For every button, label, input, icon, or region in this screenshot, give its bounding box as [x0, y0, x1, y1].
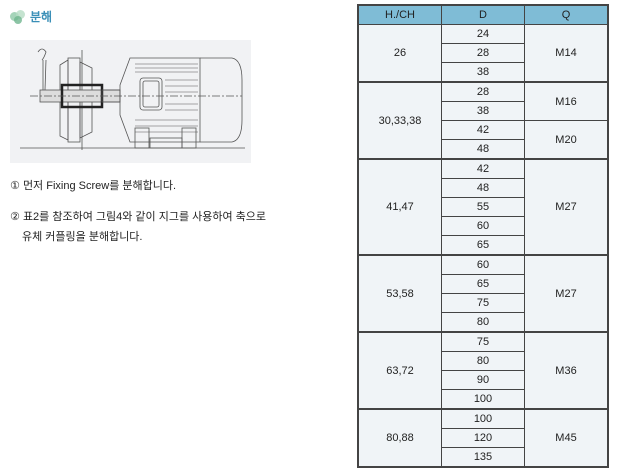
table-row: 48: [358, 178, 608, 198]
cell-d: 135: [441, 447, 525, 468]
section-title: 분해: [30, 10, 53, 24]
step-text: 먼저 Fixing Screw를 분해합니다.: [22, 180, 177, 192]
cell-q: M14: [524, 24, 609, 83]
table-row: 30,33,38 28 M16: [357, 81, 609, 160]
table-row: 135: [358, 447, 608, 468]
leaf-icon: [10, 9, 26, 24]
table-row: 80: [358, 312, 608, 333]
cell-q: M36: [524, 331, 609, 410]
cell-d: 28: [441, 81, 525, 102]
table-row: 80: [358, 351, 608, 371]
table-row: 48: [358, 139, 608, 160]
cell-d: 100: [441, 389, 525, 410]
cell-hch: 30,33,38: [357, 81, 442, 160]
cell-q: M27: [524, 158, 609, 256]
cell-d: 38: [441, 101, 525, 121]
cell-d: 65: [441, 274, 525, 294]
table-row: 75: [358, 293, 608, 313]
cell-hch: 41,47: [357, 158, 442, 256]
table-row: 65: [358, 235, 608, 256]
table-row: 120: [358, 428, 608, 448]
table-row: 63,72 75 M36: [357, 331, 609, 410]
table-row: 65: [358, 274, 608, 294]
table-row: 38: [358, 62, 608, 83]
cell-q: M27: [524, 254, 609, 333]
cell-d: 60: [441, 254, 525, 275]
cell-d: 60: [441, 216, 525, 236]
table-row: 38: [358, 101, 608, 121]
cell-d: 42: [441, 120, 525, 140]
cell-q: M45: [524, 408, 609, 468]
cell-d: 38: [441, 62, 525, 83]
cell-d: 48: [441, 139, 525, 160]
cell-d: 65: [441, 235, 525, 256]
cell-d: 120: [441, 428, 525, 448]
cell-q: M20: [524, 120, 609, 160]
step-marker: ②: [10, 211, 20, 223]
cell-hch: 53,58: [357, 254, 442, 333]
cell-d: 100: [441, 408, 525, 429]
jig-size-table: H./CH D Q 26 24 M14 28 38 30,33,38 28 M16 38 42 M2…: [357, 4, 609, 468]
table-row: 41,47 42 M27: [357, 158, 609, 256]
step-2: ② 표2를 참조하여 그림4와 같이 지그를 사용하여 축으로 유체 커플링을 …: [10, 207, 266, 247]
step-text-continued: 유체 커플링을 분해합니다.: [22, 231, 143, 243]
cell-d: 90: [441, 370, 525, 390]
cell-d: 48: [441, 178, 525, 198]
table-row: 100: [358, 389, 608, 410]
cell-hch: 26: [357, 24, 442, 83]
table-row: 28: [358, 43, 608, 63]
step-marker: ①: [10, 180, 20, 192]
table-row: 53,58 60 M27: [357, 254, 609, 333]
header-d: D: [441, 4, 525, 25]
cell-d: 75: [441, 331, 525, 352]
cell-d: 80: [441, 351, 525, 371]
header-hch: H./CH: [357, 4, 442, 25]
header-q: Q: [524, 4, 609, 25]
cell-d: 80: [441, 312, 525, 333]
step-text: 표2를 참조하여 그림4와 같이 지그를 사용하여 축으로: [22, 211, 267, 223]
table-row: 42 M20: [358, 120, 609, 160]
cell-hch: 80,88: [357, 408, 442, 468]
table-row: 90: [358, 370, 608, 390]
step-1: ① 먼저 Fixing Screw를 분해합니다.: [10, 176, 176, 196]
cell-hch: 63,72: [357, 331, 442, 410]
cell-d: 55: [441, 197, 525, 217]
table-row: 60: [358, 216, 608, 236]
section-heading: 분해: [10, 8, 52, 25]
cell-d: 28: [441, 43, 525, 63]
coupling-disassembly-diagram: [10, 40, 251, 163]
cell-d: 75: [441, 293, 525, 313]
table-row: 26 24 M14: [357, 24, 609, 83]
cell-q: M16: [524, 81, 609, 121]
table-row: 80,88 100 M45: [357, 408, 609, 468]
cell-d: 42: [441, 158, 525, 179]
cell-d: 24: [441, 24, 525, 44]
